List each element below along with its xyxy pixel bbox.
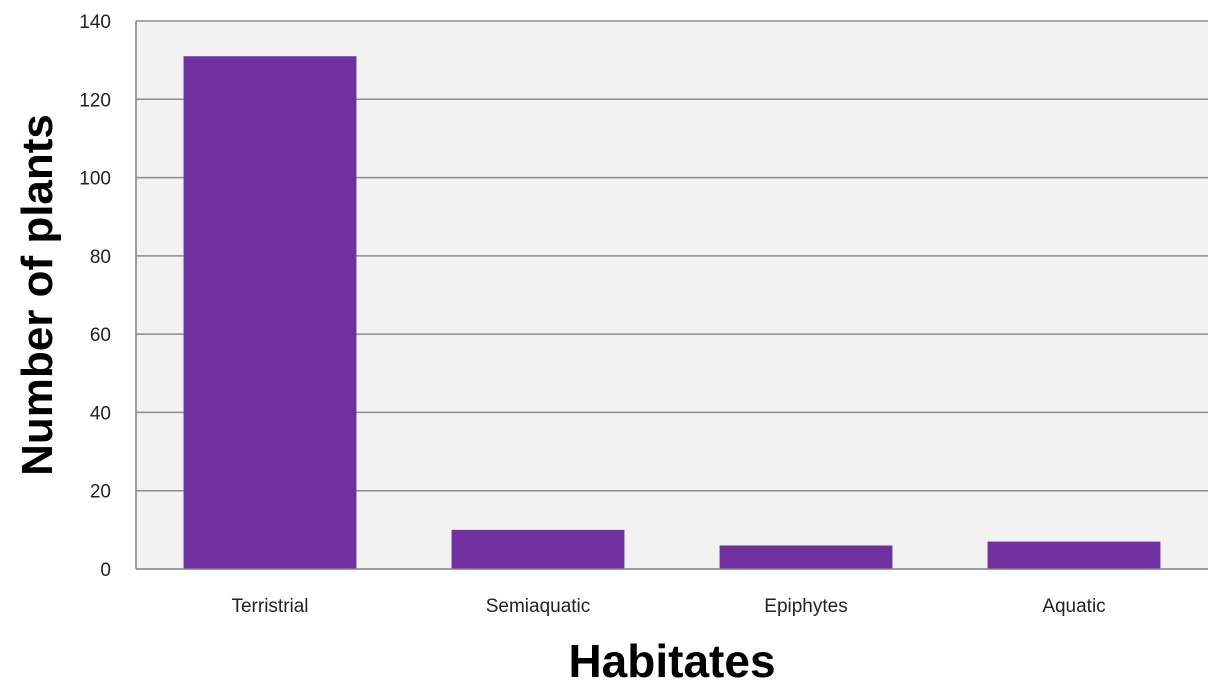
bar-terristrial <box>183 56 357 569</box>
y-tick-label: 100 <box>79 169 111 190</box>
y-tick-labels: 0 20 40 60 80 100 120 140 <box>79 12 111 581</box>
y-tick-label: 40 <box>90 403 111 424</box>
x-tick-label: Aquatic <box>1042 596 1105 617</box>
bars <box>183 56 1161 569</box>
x-tick-label: Semiaquatic <box>486 596 591 617</box>
bar-aquatic <box>987 541 1161 569</box>
y-tick-label: 0 <box>100 560 111 581</box>
y-tick-label: 60 <box>90 325 111 346</box>
x-tick-labels: Terristrial Semiaquatic Epiphytes Aquatic <box>231 596 1105 617</box>
y-axis-title: Number of plants <box>13 114 62 476</box>
y-tick-label: 120 <box>79 90 111 111</box>
x-tick-label: Epiphytes <box>764 596 847 617</box>
y-tick-label: 20 <box>90 482 111 503</box>
bar-epiphytes <box>719 545 893 569</box>
y-tick-label: 80 <box>90 247 111 268</box>
x-axis-title: Habitates <box>568 635 775 684</box>
x-tick-label: Terristrial <box>231 596 308 617</box>
bar-semiaquatic <box>451 529 625 569</box>
y-tick-label: 140 <box>79 12 111 33</box>
